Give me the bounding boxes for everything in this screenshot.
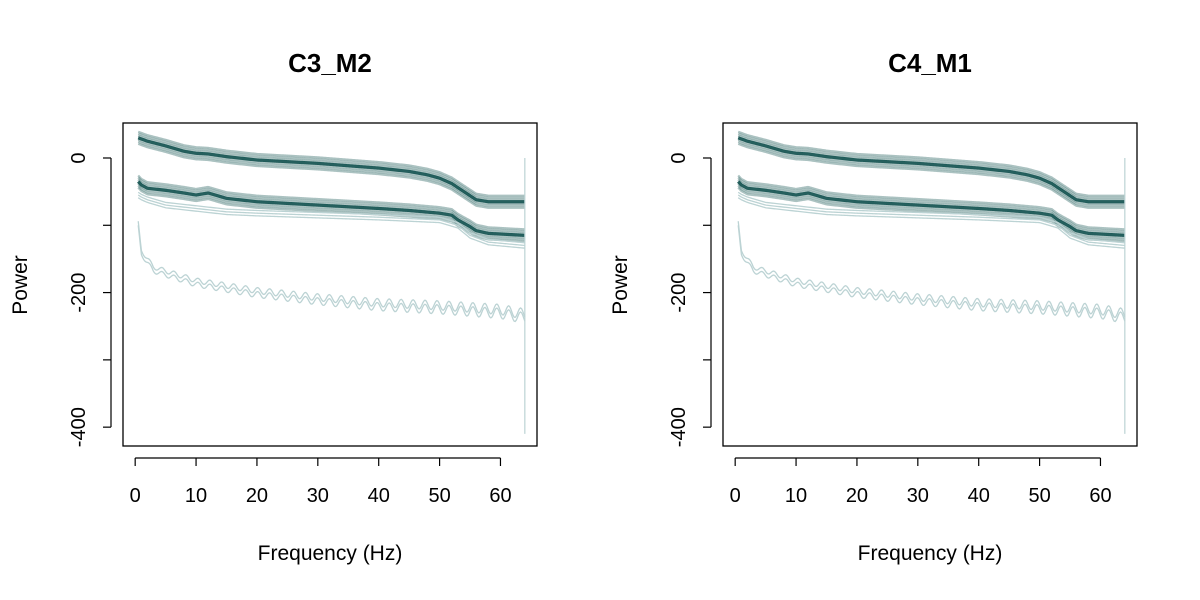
- series-line: [137, 191, 525, 244]
- series-line: [737, 142, 1125, 209]
- x-tick-label: 0: [130, 485, 141, 507]
- x-tick-label: 30: [307, 485, 329, 507]
- series-line: [737, 178, 1125, 235]
- series-line: [737, 130, 1125, 197]
- series-line: [137, 176, 525, 233]
- series-line: [137, 134, 525, 201]
- x-tick-label: 0: [730, 485, 741, 507]
- x-tick-label: 60: [489, 485, 511, 507]
- series-line: [737, 191, 1125, 244]
- y-axis: 0 -200 -400: [68, 152, 112, 447]
- x-tick-label: 50: [428, 485, 450, 507]
- series-line: [737, 176, 1125, 233]
- series-line: [137, 182, 525, 239]
- series-line: [137, 197, 525, 249]
- x-tick-label: 30: [907, 485, 929, 507]
- series-line: [737, 197, 1125, 249]
- plot-frame: [122, 122, 538, 447]
- plot-frame: [722, 122, 1138, 447]
- series-line: [137, 178, 525, 235]
- x-axis: 0 10 20 30 40 50 60: [130, 457, 512, 507]
- y-tick-label: 0: [68, 152, 90, 163]
- y-axis-label: Power: [9, 255, 32, 315]
- series-line: [737, 225, 1126, 323]
- series-line: [137, 132, 525, 199]
- series-line: [137, 130, 525, 197]
- y-tick-label: -200: [668, 273, 690, 313]
- x-tick-label: 60: [1089, 485, 1111, 507]
- y-tick-label: -400: [68, 407, 90, 447]
- panel-c3-m2: C3_M2 0 10 20 30 40 50 60 0 -200 -400 Frequency …: [9, 48, 538, 565]
- x-tick-label: 10: [185, 485, 207, 507]
- series-line: [737, 221, 1126, 319]
- series-line: [137, 142, 525, 209]
- series-line: [137, 140, 525, 207]
- series-group: [737, 130, 1126, 434]
- x-tick-label: 40: [368, 485, 390, 507]
- chart-title: C4_M1: [888, 48, 972, 78]
- series-line: [737, 138, 1125, 205]
- series-line: [137, 174, 525, 231]
- x-tick-label: 20: [246, 485, 268, 507]
- x-tick-label: 10: [785, 485, 807, 507]
- series-group: [137, 130, 526, 434]
- series-line: [137, 180, 525, 237]
- series-line: [737, 180, 1125, 237]
- series-line: [737, 140, 1125, 207]
- series-line: [137, 136, 525, 204]
- series-line: [737, 182, 1125, 239]
- x-tick-label: 40: [968, 485, 990, 507]
- series-line: [137, 221, 526, 319]
- y-axis-label: Power: [609, 255, 632, 315]
- series-line: [137, 194, 525, 247]
- x-tick-label: 50: [1028, 485, 1050, 507]
- series-line: [137, 225, 526, 323]
- panel-c4-m1: C4_M1 0 10 20 30 40 50 60 0 -200 -400 Frequency …: [609, 48, 1138, 565]
- x-axis-label: Frequency (Hz): [858, 542, 1003, 565]
- series-line: [737, 136, 1125, 204]
- series-line: [737, 194, 1125, 247]
- x-tick-label: 20: [846, 485, 868, 507]
- series-line: [737, 134, 1125, 201]
- chart-title: C3_M2: [288, 48, 372, 78]
- series-line: [137, 138, 525, 205]
- y-axis: 0 -200 -400: [668, 152, 712, 447]
- y-tick-label: -200: [68, 273, 90, 313]
- y-tick-label: 0: [668, 152, 690, 163]
- series-line: [737, 132, 1125, 199]
- series-line: [737, 174, 1125, 231]
- x-axis-label: Frequency (Hz): [258, 542, 403, 565]
- y-tick-label: -400: [668, 407, 690, 447]
- x-axis: 0 10 20 30 40 50 60: [730, 457, 1112, 507]
